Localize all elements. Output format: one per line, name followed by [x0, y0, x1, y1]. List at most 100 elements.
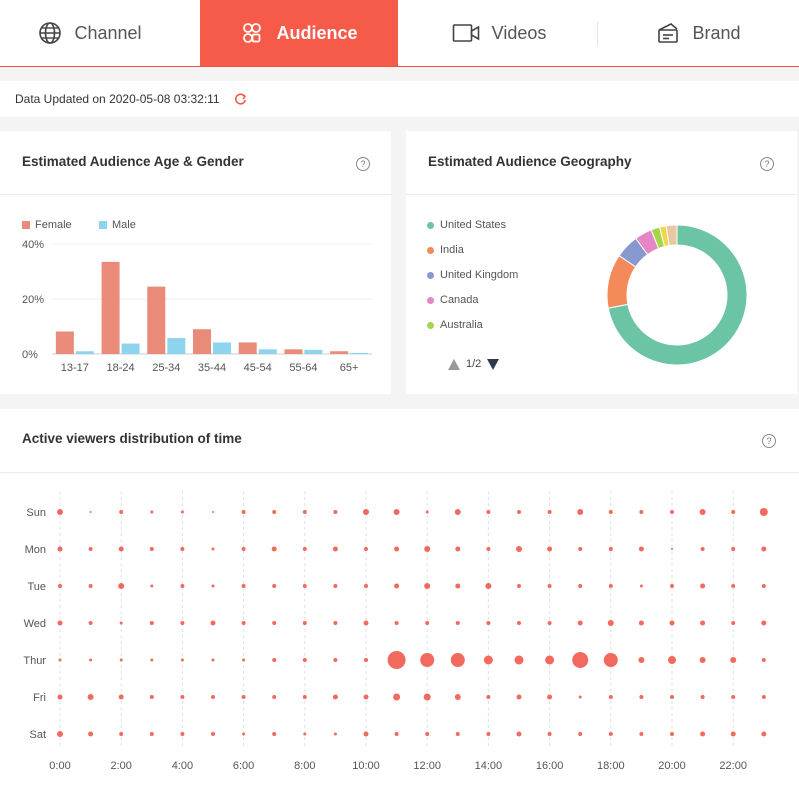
viewer-dot[interactable]	[425, 732, 430, 736]
viewer-dot[interactable]	[670, 584, 674, 588]
viewer-dot[interactable]	[731, 547, 736, 551]
viewer-dot[interactable]	[670, 695, 674, 699]
viewer-dot[interactable]	[118, 546, 124, 552]
viewer-dot[interactable]	[364, 584, 368, 588]
viewer-dot[interactable]	[333, 621, 338, 625]
viewer-dot[interactable]	[333, 510, 338, 514]
viewer-dot[interactable]	[302, 658, 307, 662]
viewer-dot[interactable]	[118, 694, 124, 700]
viewer-dot[interactable]	[394, 546, 400, 552]
viewer-dot[interactable]	[272, 658, 277, 662]
viewer-dot[interactable]	[608, 695, 613, 699]
viewer-dot[interactable]	[363, 694, 369, 700]
viewer-dot[interactable]	[241, 695, 246, 699]
viewer-dot[interactable]	[608, 732, 613, 736]
viewer-dot[interactable]	[547, 694, 553, 700]
viewer-dot[interactable]	[119, 510, 124, 514]
pager-down-icon[interactable]	[487, 358, 500, 370]
viewer-dot[interactable]	[364, 658, 368, 662]
viewer-dot[interactable]	[271, 546, 277, 552]
viewer-dot[interactable]	[486, 621, 491, 625]
viewer-dot[interactable]	[603, 653, 618, 667]
viewer-dot[interactable]	[211, 547, 215, 551]
viewer-dot[interactable]	[302, 584, 307, 588]
viewer-dot[interactable]	[761, 695, 766, 699]
viewer-dot[interactable]	[668, 656, 676, 664]
viewer-dot[interactable]	[638, 546, 644, 552]
bar-male[interactable]	[167, 338, 186, 354]
viewer-dot[interactable]	[180, 695, 185, 699]
viewer-dot[interactable]	[333, 732, 337, 736]
donut-slice[interactable]	[607, 224, 748, 366]
viewer-dot[interactable]	[455, 621, 460, 625]
viewer-dot[interactable]	[730, 731, 736, 737]
viewer-dot[interactable]	[272, 695, 277, 699]
viewer-dot[interactable]	[455, 732, 460, 736]
viewer-dot[interactable]	[670, 732, 674, 736]
viewer-dot[interactable]	[485, 583, 492, 589]
viewer-dot[interactable]	[700, 620, 706, 626]
viewer-dot[interactable]	[150, 658, 154, 662]
viewer-dot[interactable]	[393, 509, 400, 515]
viewer-dot[interactable]	[211, 732, 215, 736]
viewer-dot[interactable]	[486, 510, 491, 514]
viewer-dot[interactable]	[180, 584, 185, 588]
bar-male[interactable]	[304, 349, 323, 354]
viewer-dot[interactable]	[425, 510, 429, 514]
viewer-dot[interactable]	[241, 621, 246, 625]
viewer-dot[interactable]	[57, 620, 63, 626]
tab-videos[interactable]: Videos	[400, 0, 598, 66]
viewer-dot[interactable]	[700, 695, 705, 699]
viewer-dot[interactable]	[88, 731, 94, 737]
viewer-dot[interactable]	[119, 732, 124, 736]
viewer-dot[interactable]	[761, 658, 766, 662]
viewer-dot[interactable]	[700, 583, 706, 589]
bar-female[interactable]	[101, 261, 120, 354]
geo-legend-item[interactable]: United Kingdom	[427, 269, 518, 281]
viewer-dot[interactable]	[89, 511, 92, 513]
viewer-dot[interactable]	[514, 655, 524, 665]
tab-channel[interactable]: Channel	[0, 0, 180, 66]
viewer-dot[interactable]	[517, 510, 521, 514]
viewer-dot[interactable]	[670, 510, 674, 514]
viewer-dot[interactable]	[394, 732, 399, 736]
tab-brand[interactable]: Brand	[598, 0, 799, 66]
bar-male[interactable]	[121, 343, 140, 354]
viewer-dot[interactable]	[118, 583, 125, 589]
viewer-dot[interactable]	[210, 620, 216, 626]
viewer-dot[interactable]	[180, 732, 185, 736]
viewer-dot[interactable]	[731, 695, 736, 699]
viewer-dot[interactable]	[638, 657, 645, 663]
bar-female[interactable]	[238, 342, 257, 354]
help-icon[interactable]: ?	[760, 157, 774, 171]
viewer-dot[interactable]	[302, 547, 307, 551]
viewer-dot[interactable]	[89, 658, 93, 662]
viewer-dot[interactable]	[241, 584, 246, 588]
viewer-dot[interactable]	[333, 584, 338, 588]
viewer-dot[interactable]	[332, 694, 338, 700]
viewer-dot[interactable]	[731, 510, 736, 514]
viewer-dot[interactable]	[759, 508, 768, 516]
viewer-dot[interactable]	[577, 509, 584, 515]
bar-male[interactable]	[75, 351, 94, 354]
viewer-dot[interactable]	[547, 546, 553, 552]
viewer-dot[interactable]	[58, 584, 62, 588]
viewer-dot[interactable]	[150, 584, 154, 588]
viewer-dot[interactable]	[88, 547, 93, 551]
viewer-dot[interactable]	[394, 583, 400, 589]
viewer-dot[interactable]	[393, 693, 401, 701]
viewer-dot[interactable]	[149, 695, 154, 699]
viewer-dot[interactable]	[608, 510, 613, 514]
help-icon[interactable]: ?	[762, 434, 776, 448]
viewer-dot[interactable]	[211, 695, 215, 699]
viewer-dot[interactable]	[730, 657, 737, 663]
viewer-dot[interactable]	[180, 547, 185, 551]
viewer-dot[interactable]	[671, 548, 673, 550]
viewer-dot[interactable]	[578, 547, 583, 551]
viewer-dot[interactable]	[302, 510, 307, 514]
viewer-dot[interactable]	[180, 658, 184, 662]
viewer-dot[interactable]	[486, 695, 491, 699]
viewer-dot[interactable]	[363, 731, 369, 737]
viewer-dot[interactable]	[669, 620, 675, 626]
viewer-dot[interactable]	[639, 584, 643, 588]
